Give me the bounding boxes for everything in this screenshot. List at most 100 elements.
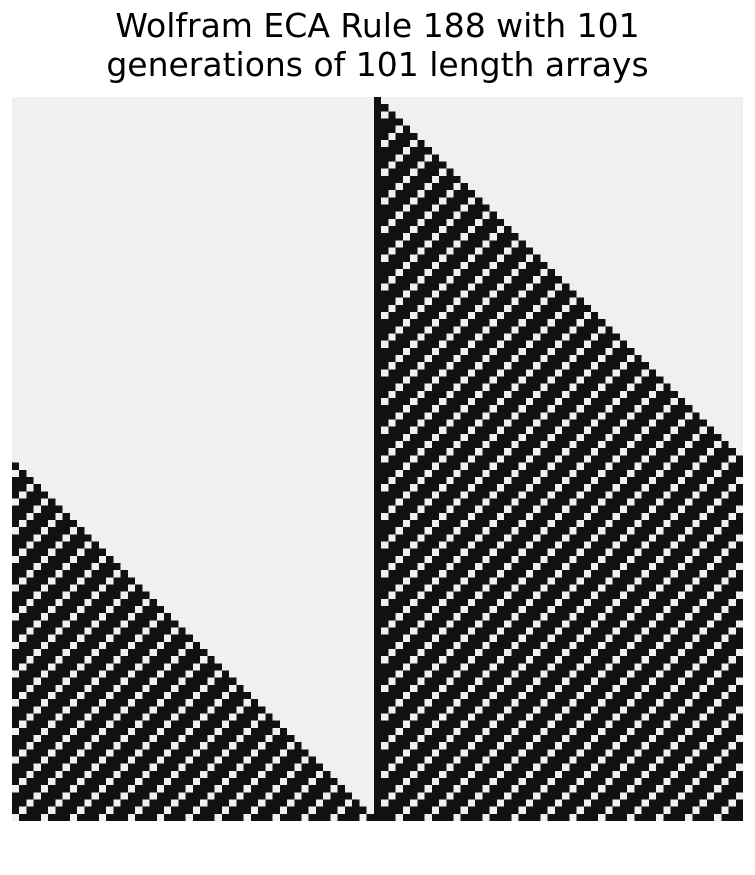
live-cell bbox=[120, 813, 128, 821]
live-cell bbox=[475, 742, 483, 750]
live-cell bbox=[569, 806, 577, 814]
live-cell bbox=[323, 770, 331, 778]
live-cell bbox=[381, 555, 389, 563]
live-cell bbox=[446, 312, 454, 320]
live-cell bbox=[424, 419, 432, 427]
live-cell bbox=[656, 562, 664, 571]
live-cell bbox=[605, 455, 613, 463]
live-cell bbox=[446, 548, 454, 556]
live-cell bbox=[735, 462, 743, 470]
live-cell bbox=[591, 713, 599, 721]
live-cell bbox=[33, 605, 41, 614]
live-cell bbox=[439, 448, 447, 456]
live-cell bbox=[69, 734, 78, 743]
live-cell bbox=[135, 670, 143, 678]
live-cell bbox=[721, 734, 729, 743]
live-cell bbox=[381, 491, 389, 499]
live-cell bbox=[656, 512, 664, 520]
live-cell bbox=[641, 498, 649, 506]
live-cell bbox=[373, 742, 382, 750]
live-cell bbox=[533, 326, 541, 334]
live-cell bbox=[627, 562, 635, 571]
live-cell bbox=[489, 383, 497, 391]
live-cell bbox=[562, 785, 570, 793]
live-cell bbox=[504, 641, 512, 649]
live-cell bbox=[489, 226, 497, 234]
live-cell bbox=[504, 398, 512, 406]
live-cell bbox=[294, 799, 302, 807]
live-cell bbox=[192, 734, 201, 743]
live-cell bbox=[142, 634, 150, 642]
live-cell bbox=[562, 512, 570, 520]
live-cell bbox=[670, 727, 678, 735]
live-cell bbox=[178, 720, 186, 728]
live-cell bbox=[69, 534, 78, 542]
live-cell bbox=[504, 813, 512, 821]
live-cell bbox=[547, 734, 555, 743]
live-cell bbox=[120, 641, 128, 649]
live-cell bbox=[591, 398, 599, 406]
live-cell bbox=[663, 763, 671, 771]
live-cell bbox=[569, 369, 577, 377]
live-cell bbox=[518, 620, 526, 628]
live-cell bbox=[439, 412, 447, 420]
live-cell bbox=[84, 648, 92, 657]
live-cell bbox=[475, 713, 483, 721]
live-cell bbox=[511, 405, 519, 413]
live-cell bbox=[48, 799, 56, 807]
live-cell bbox=[692, 591, 700, 599]
live-cell bbox=[591, 319, 599, 327]
live-cell bbox=[634, 498, 642, 506]
live-cell bbox=[214, 713, 222, 721]
live-cell bbox=[518, 763, 526, 771]
live-cell bbox=[634, 785, 642, 793]
live-cell bbox=[40, 562, 49, 571]
live-cell bbox=[583, 806, 592, 814]
live-cell bbox=[467, 548, 476, 556]
live-cell bbox=[453, 562, 461, 571]
live-cell bbox=[48, 813, 56, 821]
live-cell bbox=[511, 799, 519, 807]
live-cell bbox=[381, 777, 389, 786]
live-cell bbox=[504, 355, 512, 363]
live-cell bbox=[77, 734, 85, 743]
live-cell bbox=[496, 584, 505, 592]
live-cell bbox=[467, 634, 476, 642]
live-cell bbox=[40, 519, 49, 528]
live-cell bbox=[373, 491, 382, 499]
live-cell bbox=[12, 706, 20, 714]
live-cell bbox=[106, 756, 114, 764]
live-cell bbox=[641, 806, 649, 814]
live-cell bbox=[699, 591, 707, 599]
live-cell bbox=[518, 527, 526, 535]
live-cell bbox=[113, 756, 121, 764]
live-cell bbox=[26, 699, 34, 707]
live-cell bbox=[185, 634, 193, 642]
live-cell bbox=[475, 211, 483, 219]
live-cell bbox=[467, 527, 476, 535]
live-cell bbox=[562, 376, 570, 384]
live-cell bbox=[482, 656, 490, 664]
live-cell bbox=[496, 777, 505, 786]
live-cell bbox=[562, 691, 570, 700]
live-cell bbox=[388, 598, 396, 606]
live-cell bbox=[540, 491, 548, 499]
live-cell bbox=[562, 713, 570, 721]
live-cell bbox=[200, 720, 208, 728]
live-cell bbox=[402, 484, 411, 492]
live-cell bbox=[417, 312, 425, 320]
live-cell bbox=[489, 390, 497, 399]
live-cell bbox=[576, 484, 584, 492]
live-cell bbox=[598, 319, 606, 327]
live-cell bbox=[243, 691, 251, 700]
live-cell bbox=[475, 398, 483, 406]
live-cell bbox=[12, 462, 20, 470]
live-cell bbox=[417, 813, 425, 821]
live-cell bbox=[656, 605, 664, 614]
live-cell bbox=[619, 605, 628, 614]
live-cell bbox=[373, 505, 382, 513]
live-cell bbox=[395, 562, 403, 571]
live-cell bbox=[424, 190, 432, 198]
live-cell bbox=[106, 742, 114, 750]
live-cell bbox=[373, 405, 382, 413]
